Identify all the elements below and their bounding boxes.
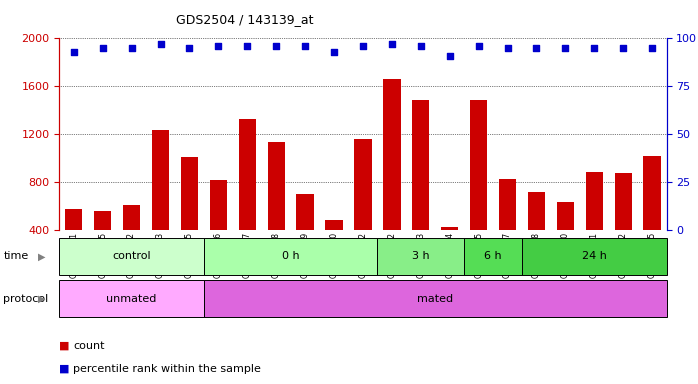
Text: ■: ■ bbox=[59, 364, 70, 374]
Bar bbox=[152, 130, 169, 278]
Point bbox=[415, 43, 426, 49]
Text: percentile rank within the sample: percentile rank within the sample bbox=[73, 364, 261, 374]
Point bbox=[242, 43, 253, 49]
Point bbox=[588, 45, 600, 51]
Point bbox=[444, 53, 455, 59]
Point bbox=[213, 43, 224, 49]
Point bbox=[329, 49, 340, 55]
Text: 0 h: 0 h bbox=[282, 251, 299, 262]
Text: mated: mated bbox=[417, 293, 453, 304]
Bar bbox=[383, 79, 401, 278]
Point bbox=[357, 43, 369, 49]
Text: control: control bbox=[112, 251, 151, 262]
Text: time: time bbox=[3, 251, 29, 262]
Bar bbox=[522, 238, 667, 275]
Bar bbox=[528, 192, 545, 278]
Bar bbox=[325, 220, 343, 278]
Bar bbox=[181, 157, 198, 278]
Bar bbox=[94, 211, 112, 278]
Bar bbox=[412, 99, 429, 278]
Bar bbox=[378, 238, 464, 275]
Text: 3 h: 3 h bbox=[412, 251, 429, 262]
Bar bbox=[355, 139, 371, 278]
Bar bbox=[499, 179, 517, 278]
Point bbox=[126, 45, 138, 51]
Point bbox=[502, 45, 513, 51]
Point bbox=[618, 45, 629, 51]
Bar bbox=[586, 172, 603, 278]
Point bbox=[531, 45, 542, 51]
Point bbox=[473, 43, 484, 49]
Point bbox=[184, 45, 195, 51]
Bar bbox=[239, 119, 256, 278]
Bar bbox=[59, 280, 204, 317]
Point bbox=[646, 45, 658, 51]
Text: protocol: protocol bbox=[3, 293, 49, 304]
Text: ▶: ▶ bbox=[38, 293, 45, 304]
Bar bbox=[614, 173, 632, 278]
Point bbox=[68, 49, 80, 55]
Text: 6 h: 6 h bbox=[484, 251, 502, 262]
Bar bbox=[209, 180, 227, 278]
Bar bbox=[441, 227, 459, 278]
Bar bbox=[65, 209, 82, 278]
Bar bbox=[557, 202, 574, 278]
Text: ■: ■ bbox=[59, 341, 70, 351]
Point bbox=[97, 45, 108, 51]
Point bbox=[155, 41, 166, 47]
Text: 24 h: 24 h bbox=[582, 251, 607, 262]
Bar bbox=[297, 194, 314, 278]
Text: ▶: ▶ bbox=[38, 251, 45, 262]
Point bbox=[560, 45, 571, 51]
Point bbox=[271, 43, 282, 49]
Text: count: count bbox=[73, 341, 105, 351]
Text: unmated: unmated bbox=[106, 293, 157, 304]
Bar bbox=[644, 156, 661, 278]
Point bbox=[386, 41, 397, 47]
Bar bbox=[123, 205, 140, 278]
Bar bbox=[59, 238, 204, 275]
Bar bbox=[267, 142, 285, 278]
Bar bbox=[464, 238, 522, 275]
Text: GDS2504 / 143139_at: GDS2504 / 143139_at bbox=[176, 13, 313, 26]
Point bbox=[299, 43, 311, 49]
Bar bbox=[204, 238, 378, 275]
Bar bbox=[204, 280, 667, 317]
Bar bbox=[470, 99, 487, 278]
